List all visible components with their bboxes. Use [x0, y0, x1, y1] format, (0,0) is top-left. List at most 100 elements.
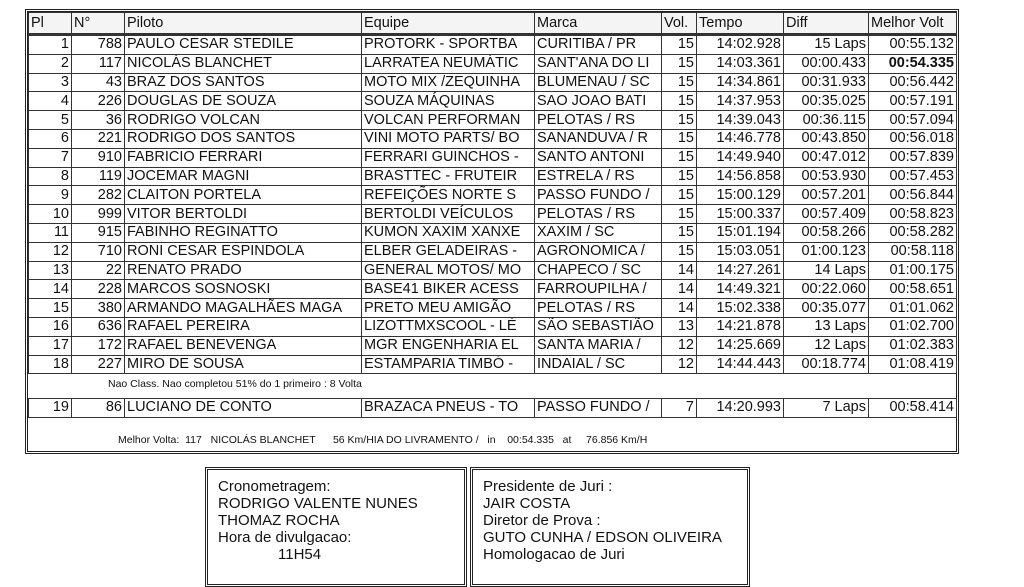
cell-city: XAXIM / SC — [534, 222, 662, 243]
cell-number: 172 — [71, 335, 125, 356]
table-row: 5 36 RODRIGO VOLCAN VOLCAN PERFORMAN PELOTAS… — [28, 110, 957, 130]
cell-number: 915 — [71, 222, 125, 243]
cell-best-lap: 01:02.700 — [868, 316, 957, 337]
cell-team: SOUZA MÁQUINAS — [361, 91, 535, 112]
cell-time: 14:21.878 — [696, 316, 784, 337]
cell-best-lap: 00:57.839 — [868, 147, 957, 168]
cell-city: PASSO FUNDO / — [534, 185, 662, 206]
cell-city: ESTRELA / RS — [534, 166, 662, 187]
cell-time: 14:34.861 — [696, 72, 784, 93]
cell-city: SANTA MARIA / — [534, 335, 662, 356]
table-row: 6 221 RODRIGO DOS SANTOS VINI MOTO PARTS/ B… — [28, 128, 957, 149]
table-row: 14 228 MARCOS SOSNOSKI BASE41 BIKER ACESS FA… — [28, 279, 957, 300]
cell-city: FARROUPILHA / — [534, 279, 662, 300]
cell-pilot: PAULO CESAR STEDILE — [124, 35, 362, 55]
cell-city: PASSO FUNDO / — [534, 398, 662, 418]
cell-laps: 12 — [661, 335, 697, 356]
cell-laps: 12 — [661, 354, 697, 375]
publish-time: 11H54 — [278, 546, 322, 563]
table-row: 9 282 CLAITON PORTELA REFEIÇÕES NORTE S PASS… — [28, 185, 957, 206]
cell-best-lap: 01:02.383 — [868, 335, 957, 356]
cell-time: 15:00.337 — [696, 204, 784, 224]
cell-diff: 00:36.115 — [783, 110, 869, 130]
cell-team: BRASTTEC - FRUTEIR — [361, 166, 535, 187]
cell-pilot: CLAITON PORTELA — [124, 185, 362, 206]
cell-number: 380 — [71, 298, 125, 318]
cell-best-lap: 00:56.844 — [868, 185, 957, 206]
cell-diff: 00:22.060 — [783, 279, 869, 300]
cell-city: SANANDUVA / R — [534, 128, 662, 149]
cell-time: 14:02.928 — [696, 35, 784, 55]
cell-best-lap: 00:54.335 — [868, 53, 957, 74]
jury-homologation: Homologacao de Juri — [483, 546, 625, 563]
cell-position: 18 — [28, 354, 72, 375]
cell-team: MGR ENGENHARIA EL — [361, 335, 535, 356]
cell-team: ESTAMPARIA TIMBÓ - — [361, 354, 535, 375]
cell-time: 14:20.993 — [696, 398, 784, 418]
column-header-laps: Vol. — [661, 12, 697, 35]
cell-laps: 13 — [661, 316, 697, 337]
cell-best-lap: 00:57.094 — [868, 110, 957, 130]
cell-city: CHAPECO / SC — [534, 260, 662, 281]
cell-team: BRAZACA PNEUS - TO — [361, 398, 535, 418]
cell-laps: 15 — [661, 128, 697, 149]
cell-pilot: BRAZ DOS SANTOS — [124, 72, 362, 93]
cell-number: 910 — [71, 147, 125, 168]
table-row: 1 788 PAULO CESAR STEDILE PROTORK - SPORTBA… — [28, 35, 957, 55]
timing-officials-box: Cronometragem: RODRIGO VALENTE NUNES THO… — [205, 467, 467, 587]
cell-best-lap: 00:58.282 — [868, 222, 957, 243]
cell-team: GENERAL MOTOS/ MO — [361, 260, 535, 281]
cell-position: 8 — [28, 166, 72, 187]
cell-number: 228 — [71, 279, 125, 300]
cell-pilot: NICOLÁS BLANCHET — [124, 53, 362, 74]
cell-position: 12 — [28, 241, 72, 262]
cell-position: 19 — [28, 398, 72, 418]
cell-diff: 00:35.025 — [783, 91, 869, 112]
cell-position: 16 — [28, 316, 72, 337]
cell-laps: 15 — [661, 72, 697, 93]
cell-number: 636 — [71, 316, 125, 337]
cell-pilot: DOUGLAS DE SOUZA — [124, 91, 362, 112]
publish-time-label: Hora de divulgacao: — [218, 529, 352, 546]
cell-pilot: RAFAEL PEREIRA — [124, 316, 362, 337]
cell-pilot: RENATO PRADO — [124, 260, 362, 281]
timing-label: Cronometragem: — [218, 478, 331, 495]
cell-diff: 14 Laps — [783, 260, 869, 281]
cell-best-lap: 00:58.651 — [868, 279, 957, 300]
cell-team: BERTOLDI VEÍCULOS — [361, 204, 535, 224]
cell-team: LARRATEA NEUMÁTIC — [361, 53, 535, 74]
results-table: Pl N° Piloto Equipe Marca Vol. Tempo Diff Melhor… — [25, 9, 959, 454]
cell-city: AGRONOMICA / — [534, 241, 662, 262]
non-classified-rows: 19 86 LUCIANO DE CONTO BRAZACA PNEUS - TO PA… — [28, 398, 957, 418]
cell-diff: 12 Laps — [783, 335, 869, 356]
cell-pilot: JOCEMAR MAGNI — [124, 166, 362, 187]
column-header-diff: Diff — [783, 12, 869, 35]
cell-diff: 00:18.774 — [783, 354, 869, 375]
cell-pilot: FABINHO REGINATTO — [124, 222, 362, 243]
table-row: 13 22 RENATO PRADO GENERAL MOTOS/ MO CHAPECO… — [28, 260, 957, 281]
classified-rows: 1 788 PAULO CESAR STEDILE PROTORK - SPORTBA… — [28, 35, 957, 375]
cell-position: 6 — [28, 128, 72, 149]
cell-time: 15:01.194 — [696, 222, 784, 243]
cell-city: PELOTAS / RS — [534, 298, 662, 318]
cell-position: 5 — [28, 110, 72, 130]
table-row: 12 710 RONI CESAR ESPINDOLA ELBER GELADEIRA… — [28, 241, 957, 262]
cell-laps: 15 — [661, 241, 697, 262]
cell-city: INDAIAL / SC — [534, 354, 662, 375]
cell-city: PELOTAS / RS — [534, 204, 662, 224]
cell-diff: 00:31.933 — [783, 72, 869, 93]
cell-laps: 15 — [661, 204, 697, 224]
cell-best-lap: 00:58.823 — [868, 204, 957, 224]
cell-city: SÃO SEBASTIÃO — [534, 316, 662, 337]
cell-number: 999 — [71, 204, 125, 224]
table-row: 4 226 DOUGLAS DE SOUZA SOUZA MÁQUINAS SAO JO… — [28, 91, 957, 112]
cell-diff: 00:57.409 — [783, 204, 869, 224]
table-row: 16 636 RAFAEL PEREIRA LIZOTTMXSCOOL - LÈ SÃO… — [28, 316, 957, 337]
cell-laps: 15 — [661, 53, 697, 74]
cell-pilot: RAFAEL BENEVENGA — [124, 335, 362, 356]
column-header-best-lap: Melhor Volt — [868, 12, 957, 35]
cell-pilot: ARMANDO MAGALHÃES MAGA — [124, 298, 362, 318]
cell-team: VINI MOTO PARTS/ BO — [361, 128, 535, 149]
cell-team: REFEIÇÕES NORTE S — [361, 185, 535, 206]
jury-president-label: Presidente de Juri : — [483, 478, 613, 495]
